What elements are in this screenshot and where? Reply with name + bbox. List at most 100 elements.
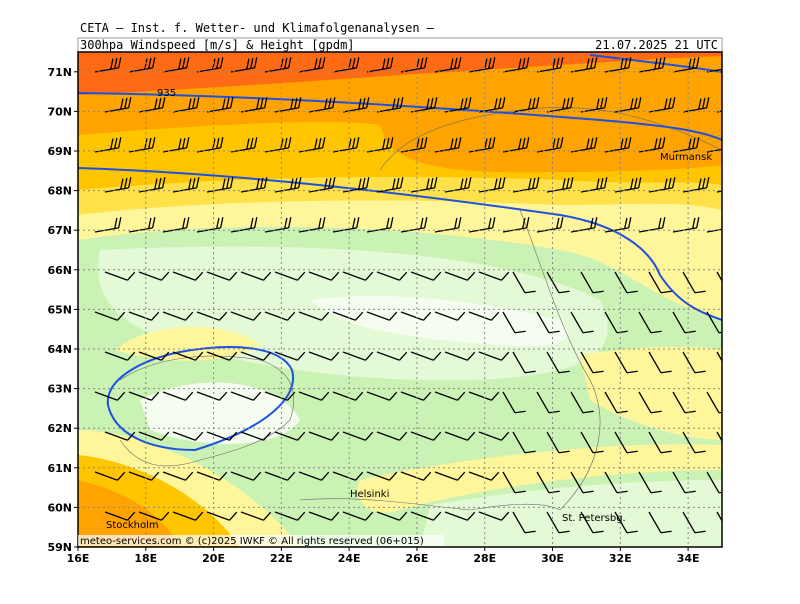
y-tick-label: 60N [47, 501, 72, 514]
wind-barb [376, 271, 408, 281]
x-tick-label: 24E [338, 552, 361, 565]
barb-flag [684, 330, 696, 334]
barb-flag [127, 511, 136, 521]
place-label: Murmansk [660, 152, 712, 163]
barb-flag [263, 271, 272, 281]
wind-barb [536, 57, 564, 73]
wind-barb [308, 511, 340, 521]
wind-barb [478, 511, 510, 521]
barb-flag [151, 57, 156, 68]
barb-flag [185, 137, 190, 148]
barb-shaft [128, 67, 153, 73]
barb-flag [321, 471, 330, 481]
barb-flag [433, 431, 442, 441]
barb-flag [382, 58, 386, 70]
x-tick-label: 30E [541, 552, 564, 565]
wind-barb [478, 271, 510, 281]
barb-shaft [94, 227, 119, 233]
barb-flag [331, 97, 336, 108]
barb-flag [694, 450, 706, 454]
barb-flag [331, 351, 340, 361]
barb-flag [250, 137, 254, 149]
barb-flag [154, 98, 158, 110]
barb-flag [522, 57, 526, 69]
barb-shaft [206, 271, 230, 281]
barb-shaft [332, 311, 356, 321]
barb-flag [263, 511, 272, 521]
barb-flag [185, 57, 190, 68]
y-tick-label: 69N [47, 145, 72, 158]
barb-flag [660, 370, 672, 374]
barb-shaft [274, 351, 298, 361]
barb-flag [454, 57, 458, 69]
wind-barb [206, 431, 238, 441]
wind-barb [672, 311, 696, 334]
valid-time: 21.07.2025 21 UTC [595, 38, 718, 52]
barb-shaft [400, 391, 424, 401]
x-tick-label: 26E [406, 552, 429, 565]
barb-flag [399, 351, 408, 361]
wind-barb [206, 97, 234, 113]
wind-barb [716, 107, 722, 113]
barb-shaft [342, 511, 366, 521]
barb-flag [586, 58, 590, 70]
barb-flag [297, 177, 302, 188]
barb-flag [660, 450, 672, 454]
wind-barb [240, 431, 272, 441]
barb-flag [321, 57, 326, 68]
wind-barb [468, 471, 500, 481]
barb-flag [396, 97, 400, 109]
barb-shaft [478, 351, 502, 361]
barb-flag [620, 138, 624, 150]
barb-flag [630, 178, 634, 190]
barb-flag [161, 351, 170, 361]
wind-barb [264, 217, 292, 233]
barb-flag [616, 410, 628, 414]
barb-flag [284, 137, 288, 149]
barb-flag [420, 57, 424, 69]
barb-flag [161, 431, 170, 441]
barb-shaft [614, 351, 628, 374]
barb-shaft [332, 471, 356, 481]
barb-flag [729, 448, 740, 456]
barb-flag [253, 137, 258, 148]
wind-barb [342, 431, 374, 441]
barb-shaft [434, 471, 458, 481]
wind-barb [104, 431, 136, 441]
wind-barb [638, 217, 666, 233]
barb-flag [430, 97, 434, 109]
barb-flag [229, 511, 238, 521]
wind-barb [366, 311, 398, 321]
barb-flag [117, 471, 126, 481]
wind-barb [376, 431, 408, 441]
barb-flag [592, 370, 604, 374]
barb-flag [695, 217, 700, 228]
barb-flag [219, 217, 224, 228]
barb-flag [558, 450, 570, 454]
barb-flag [660, 530, 672, 534]
barb-flag [593, 137, 598, 148]
barb-shaft [138, 351, 162, 361]
wind-barb [138, 431, 170, 441]
barb-flag [318, 57, 322, 69]
barb-flag [314, 58, 318, 70]
barb-shaft [172, 431, 196, 441]
barb-flag [297, 271, 306, 281]
wind-barb [512, 511, 536, 534]
y-tick-label: 68N [47, 185, 72, 198]
wind-barb [230, 311, 262, 321]
wind-barb [172, 351, 204, 361]
wind-barb [274, 511, 306, 521]
barb-flag [626, 370, 638, 374]
barb-flag [548, 330, 560, 334]
barb-flag [729, 57, 735, 68]
barb-flag [501, 177, 506, 188]
barb-shaft [648, 431, 662, 454]
barb-flag [117, 391, 126, 401]
wind-barb [478, 431, 510, 441]
wind-barb [298, 311, 330, 321]
barb-flag [158, 97, 162, 109]
barb-flag [556, 57, 560, 69]
barb-flag [318, 137, 322, 149]
